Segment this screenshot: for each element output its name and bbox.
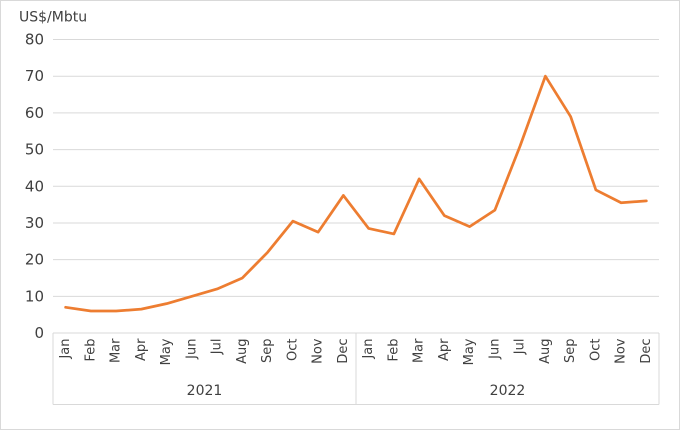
y-axis-unit-label: US$/Mbtu [19, 10, 87, 26]
y-axis-tick-label: 30 [25, 214, 44, 232]
x-axis-month-label: Jun [184, 339, 199, 360]
x-axis-month-label: May [462, 338, 477, 365]
x-axis-month-label: Nov [311, 338, 326, 364]
x-axis-month-label: Oct [588, 339, 603, 361]
y-axis-tick-label: 20 [25, 251, 44, 269]
x-axis-month-label: Nov [614, 338, 629, 364]
y-axis-tick-label: 60 [25, 104, 44, 122]
y-axis-tick-label: 80 [25, 31, 44, 49]
x-axis-month-label: Jan [361, 339, 376, 360]
x-axis-month-label: Aug [235, 339, 250, 364]
x-axis-month-label: Sep [260, 339, 275, 364]
x-axis-month-label: Aug [538, 339, 553, 364]
x-axis-month-label: Jan [58, 339, 73, 360]
x-axis-month-label: Feb [386, 339, 401, 362]
x-axis-year-label: 2021 [187, 383, 223, 399]
x-axis-year-label: 2022 [490, 383, 526, 399]
x-axis-month-label: Mar [412, 338, 427, 363]
y-axis-tick-label: 10 [25, 287, 44, 305]
x-axis-month-label: Oct [285, 339, 300, 361]
x-axis-month-label: Sep [563, 339, 578, 364]
x-axis-month-label: Jun [487, 339, 502, 360]
x-axis-month-label: Apr [437, 338, 452, 361]
y-axis-tick-label: 50 [25, 141, 44, 159]
y-axis-tick-label: 40 [25, 177, 44, 195]
x-axis-month-label: May [159, 338, 174, 365]
x-axis-month-label: Dec [639, 339, 654, 364]
x-axis-month-label: Dec [336, 339, 351, 364]
x-axis-month-label: Feb [83, 339, 98, 362]
x-axis-month-label: Mar [109, 338, 124, 363]
y-axis-tick-label: 70 [25, 67, 44, 85]
x-axis-month-label: Apr [134, 338, 149, 361]
x-axis-month-label: Jul [210, 339, 225, 356]
price-line [64, 74, 648, 313]
x-axis-month-label: Jul [513, 339, 528, 356]
y-axis-tick-label: 0 [34, 324, 44, 342]
